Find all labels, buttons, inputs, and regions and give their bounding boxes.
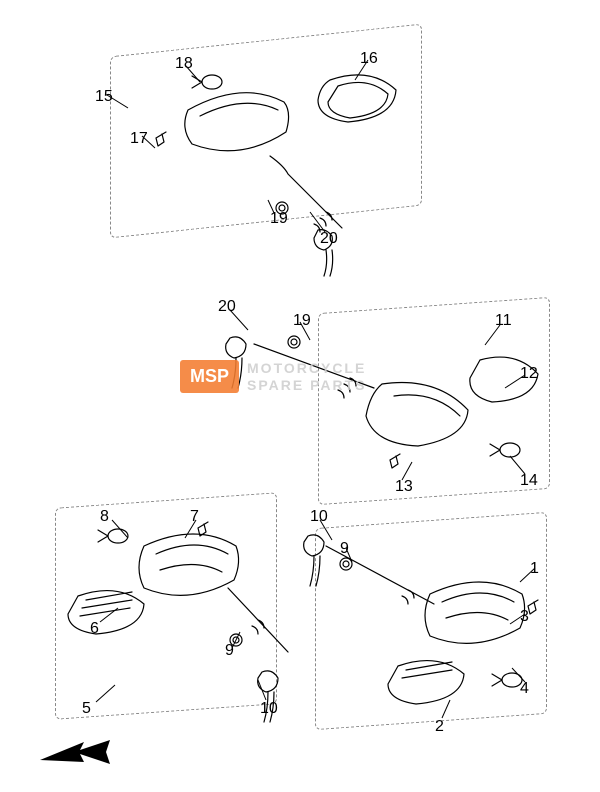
callout-9: 9: [225, 642, 234, 660]
callout-17: 17: [130, 130, 148, 148]
callout-2: 2: [435, 718, 444, 736]
watermark-text: MOTORCYCLE SPARE PARTS: [247, 360, 367, 392]
watermark-badge: MSP: [180, 360, 239, 393]
callout-14: 14: [520, 472, 538, 490]
callout-19: 19: [270, 210, 288, 228]
callout-11: 11: [495, 312, 512, 330]
callout-6: 6: [90, 620, 99, 638]
callout-7: 7: [190, 508, 199, 526]
callout-19b: 19: [293, 312, 311, 330]
callout-15: 15: [95, 88, 113, 106]
callout-10: 10: [260, 700, 278, 718]
callout-12: 12: [520, 365, 538, 383]
callout-3: 3: [520, 608, 529, 626]
callout-10b: 10: [310, 508, 328, 526]
callout-8: 8: [100, 508, 109, 526]
direction-arrow-icon: [40, 740, 110, 768]
parts-lineart: [0, 0, 600, 792]
callout-1: 1: [530, 560, 539, 578]
watermark-line1: MOTORCYCLE: [247, 360, 366, 376]
callout-5: 5: [82, 700, 91, 718]
callout-18: 18: [175, 55, 193, 73]
callout-13: 13: [395, 478, 413, 496]
diagram-stage: MSP MOTORCYCLE SPARE PARTS 15 16 17 18 1…: [0, 0, 600, 792]
watermark: MSP MOTORCYCLE SPARE PARTS: [180, 360, 367, 393]
callout-4: 4: [520, 680, 529, 698]
callout-20b: 20: [218, 298, 236, 316]
callout-9b: 9: [340, 540, 349, 558]
watermark-line2: SPARE PARTS: [247, 377, 367, 393]
callout-20: 20: [320, 230, 338, 248]
callout-16: 16: [360, 50, 378, 68]
